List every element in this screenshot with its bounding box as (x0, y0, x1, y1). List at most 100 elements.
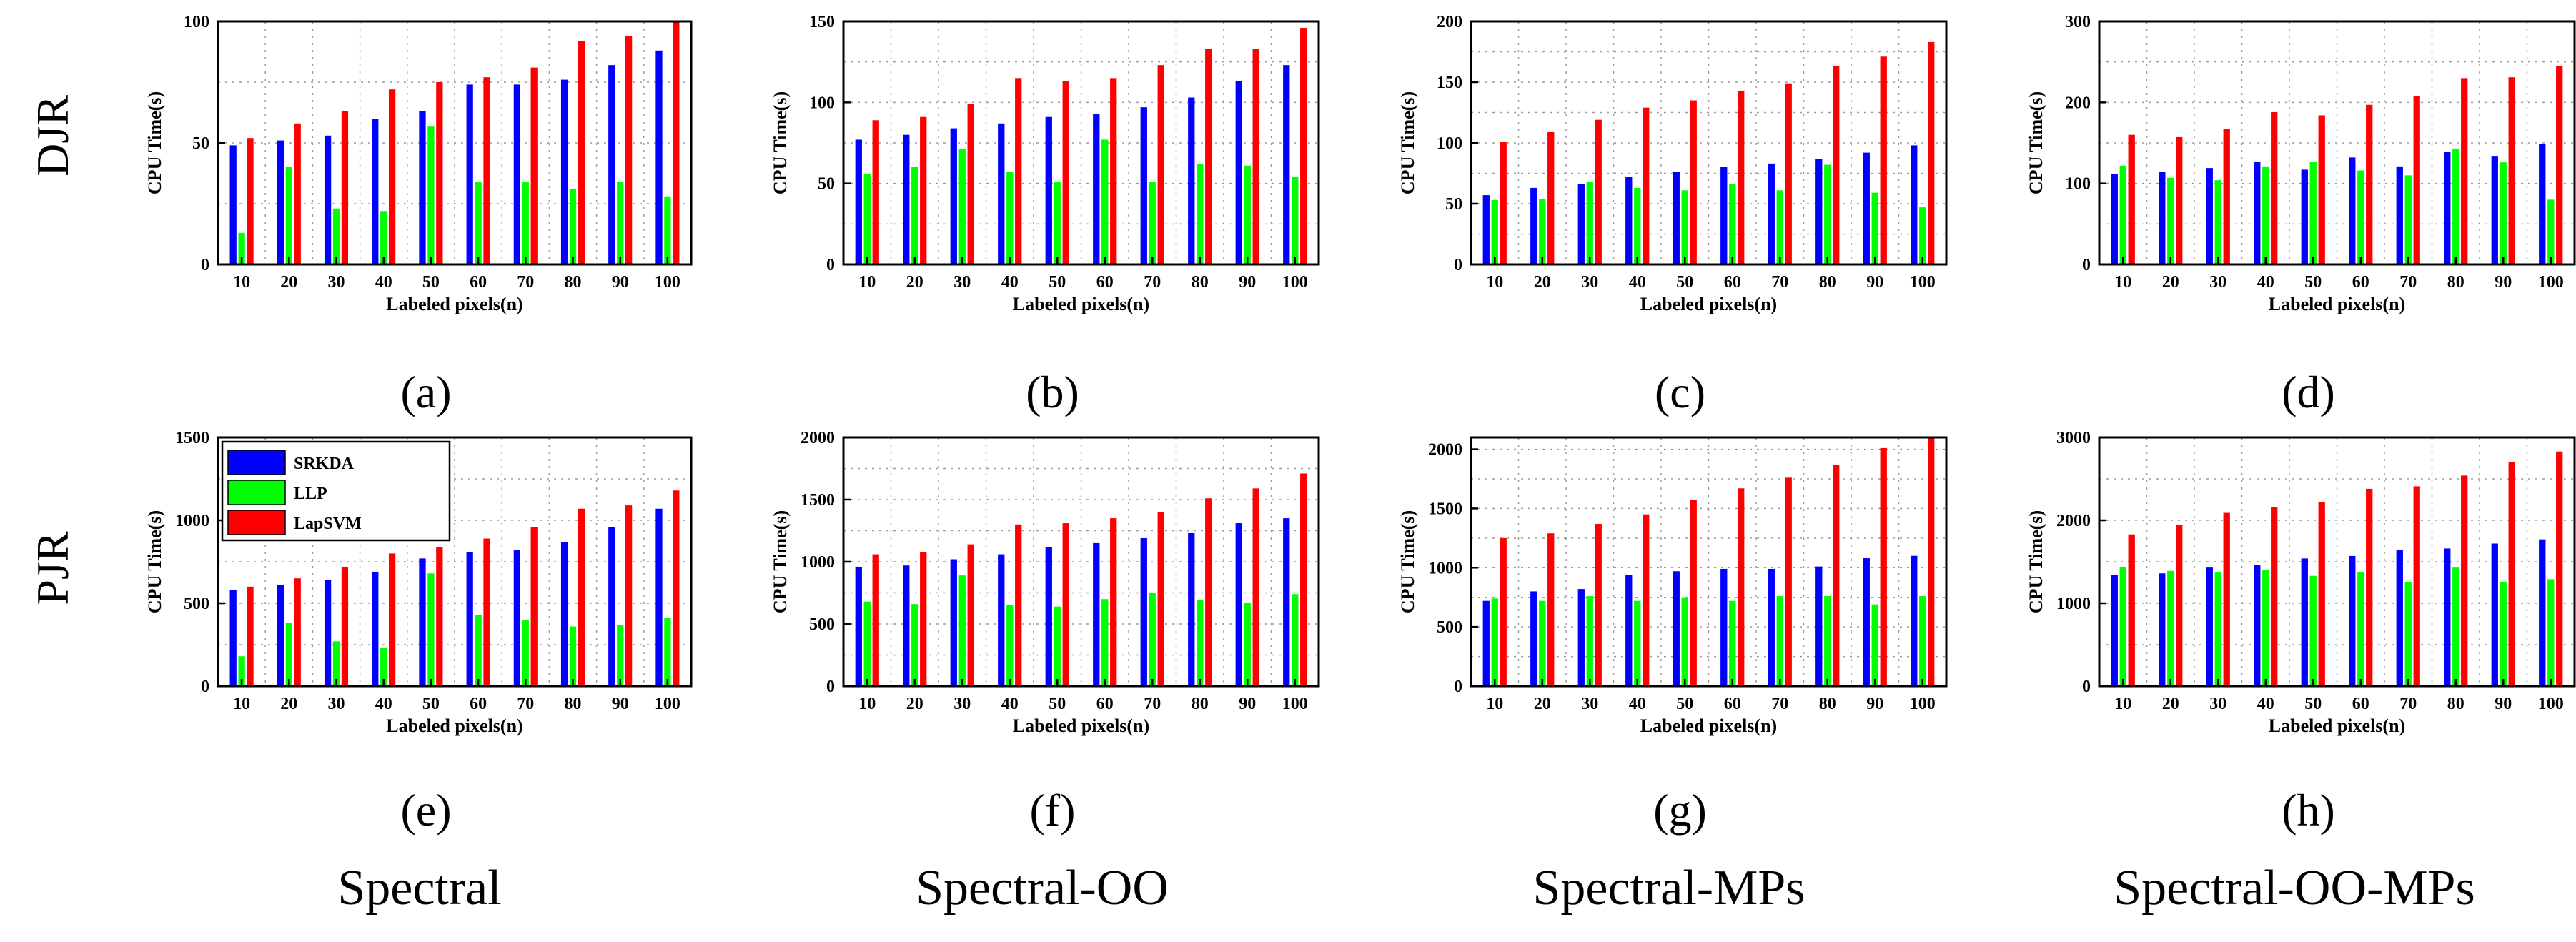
x-tick-label: 80 (1819, 695, 1836, 713)
bar-llp-100 (1919, 207, 1926, 264)
bar-srkda-10 (229, 590, 237, 686)
bar-lapsvm-100 (2556, 66, 2563, 264)
y-tick-label: 2000 (2056, 512, 2091, 530)
plot-frame (2098, 20, 2576, 266)
bar-lapsvm-100 (673, 21, 680, 264)
bar-srkda-30 (2206, 168, 2213, 264)
x-tick-label: 10 (233, 695, 250, 713)
bar-srkda-10 (2111, 174, 2118, 264)
x-tick-label: 50 (1676, 695, 1693, 713)
x-tick-label: 80 (1192, 695, 1209, 713)
x-tick-label: 100 (655, 695, 680, 713)
bar-srkda-60 (1720, 167, 1728, 264)
x-tick-label: 40 (2257, 695, 2274, 713)
column-label-spectral-oo-mps: Spectral-OO-MPs (2114, 861, 2475, 916)
bar-llp-70 (1149, 593, 1156, 686)
bar-llp-100 (2547, 199, 2555, 264)
bar-srkda-90 (1235, 523, 1242, 686)
x-tick-label: 80 (1819, 273, 1836, 292)
bar-srkda-70 (1140, 107, 1147, 264)
y-axis-title: CPU Time(s) (770, 510, 791, 613)
x-axis-title: Labeled pixels(n) (2269, 715, 2405, 736)
bar-llp-90 (1871, 192, 1878, 264)
bar-srkda-100 (1283, 518, 1290, 686)
bar-lapsvm-90 (2508, 462, 2515, 686)
bar-srkda-80 (2444, 548, 2451, 686)
bar-llp-30 (1586, 596, 1593, 686)
bar-lapsvm-30 (1595, 119, 1602, 264)
bar-srkda-80 (560, 542, 568, 686)
x-axis-title: Labeled pixels(n) (2269, 294, 2405, 314)
bar-llp-20 (2167, 177, 2174, 264)
bar-srkda-10 (1482, 195, 1490, 264)
bar-lapsvm-30 (2223, 129, 2230, 264)
bar-lapsvm-90 (1880, 56, 1887, 265)
bar-lapsvm-90 (625, 36, 633, 265)
x-tick-label: 20 (280, 273, 297, 292)
bar-srkda-80 (1188, 532, 1195, 686)
bar-srkda-10 (855, 139, 862, 264)
x-tick-label: 70 (2399, 273, 2417, 292)
plot-frame (1470, 436, 1948, 688)
x-tick-label: 50 (2304, 695, 2322, 713)
x-tick-label: 70 (517, 695, 534, 713)
bar-lapsvm-40 (2271, 507, 2278, 686)
bar-llp-80 (1197, 600, 1204, 686)
bar-srkda-10 (855, 566, 862, 686)
x-tick-label: 30 (2209, 695, 2226, 713)
bar-lapsvm-100 (2556, 451, 2563, 686)
bar-llp-80 (1197, 164, 1204, 264)
bar-lapsvm-20 (294, 123, 301, 264)
y-tick-label: 1000 (175, 512, 209, 530)
x-tick-label: 40 (1001, 273, 1019, 292)
bar-srkda-90 (1863, 558, 1870, 686)
x-tick-label: 80 (2447, 273, 2464, 292)
bar-lapsvm-20 (2176, 525, 2183, 686)
bar-srkda-50 (1673, 571, 1680, 686)
bar-srkda-40 (998, 554, 1005, 686)
bar-srkda-60 (1720, 568, 1728, 686)
bar-llp-80 (569, 626, 577, 686)
y-tick-label: 2000 (801, 429, 835, 447)
bar-llp-40 (1634, 187, 1641, 264)
x-tick-label: 60 (2352, 695, 2369, 713)
bar-llp-50 (2309, 162, 2317, 264)
x-tick-label: 40 (1001, 695, 1019, 713)
x-tick-label: 100 (1282, 695, 1308, 713)
bar-lapsvm-70 (530, 527, 538, 686)
bar-srkda-100 (2539, 144, 2546, 264)
chart-panel-h: 0 1000 2000 3000 10 20 30 40 50 60 70 80 90 100 Labele… (2026, 429, 2576, 836)
plot-frame (217, 436, 693, 688)
chart-panel-c: 0 50 100 150 200 10 20 30 40 50 60 70 80 90 100 Labeled… (1397, 13, 1948, 417)
bar-lapsvm-30 (2223, 512, 2230, 686)
bar-llp-60 (1729, 184, 1736, 264)
x-tick-label: 30 (1581, 695, 1598, 713)
x-tick-label: 10 (1486, 695, 1503, 713)
bar-llp-10 (863, 601, 871, 686)
bar-srkda-90 (608, 65, 615, 264)
x-tick-label: 40 (2257, 273, 2274, 292)
bar-lapsvm-50 (2318, 115, 2325, 264)
column-label-spectral-oo: Spectral-OO (916, 861, 1169, 916)
bar-llp-60 (475, 615, 482, 686)
plot-frame (2098, 436, 2576, 688)
bar-srkda-40 (2254, 565, 2261, 686)
bar-lapsvm-80 (1833, 465, 1840, 686)
bar-lapsvm-100 (1300, 28, 1307, 265)
y-tick-label: 1000 (801, 553, 835, 572)
x-tick-label: 80 (565, 695, 582, 713)
bar-llp-70 (522, 620, 529, 686)
bar-lapsvm-40 (388, 553, 396, 686)
x-tick-label: 70 (1144, 273, 1161, 292)
bar-lapsvm-20 (294, 578, 301, 686)
y-tick-label: 0 (826, 256, 835, 274)
bar-srkda-90 (608, 527, 615, 686)
panel-caption: (b) (1026, 367, 1079, 417)
y-tick-label: 100 (1437, 134, 1462, 153)
bar-llp-30 (2214, 572, 2221, 686)
x-tick-label: 60 (1724, 273, 1741, 292)
x-tick-label: 90 (1866, 695, 1883, 713)
legend-label-llp: LLP (294, 485, 327, 503)
chart-panel-g: 0 500 1000 1500 2000 10 20 30 40 50 60 70 80 90 100 Lab… (1397, 436, 1948, 836)
bar-lapsvm-50 (436, 82, 443, 264)
